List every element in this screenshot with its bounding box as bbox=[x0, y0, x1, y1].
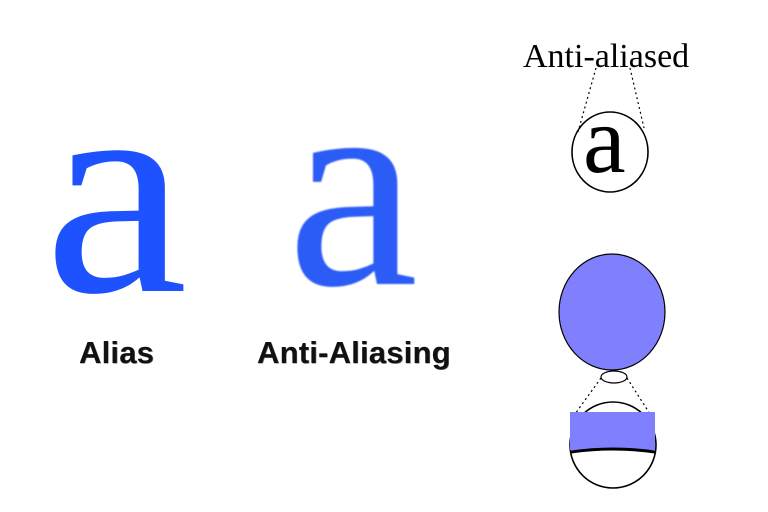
aliased-letter-a: a bbox=[44, 24, 188, 356]
anti-aliasing-caption: Anti-Aliasing bbox=[257, 335, 451, 370]
zoom-line-lower-right bbox=[626, 377, 651, 415]
antialiased-letter-a: a bbox=[287, 26, 419, 347]
sample-region-ellipse bbox=[600, 370, 628, 384]
zoom-line-left bbox=[577, 67, 597, 133]
anti-aliased-heading: Anti-aliased bbox=[523, 38, 690, 75]
magnified-letter-a: a bbox=[583, 86, 626, 193]
magnifier-ellipse bbox=[571, 111, 649, 193]
coverage-band bbox=[570, 412, 655, 450]
edge-line bbox=[570, 447, 656, 454]
alias-caption: Alias bbox=[79, 335, 155, 370]
zoom-line-right bbox=[629, 67, 645, 129]
zoom-line-lower-left bbox=[574, 377, 602, 415]
pixel-coverage-ellipse bbox=[558, 253, 666, 371]
